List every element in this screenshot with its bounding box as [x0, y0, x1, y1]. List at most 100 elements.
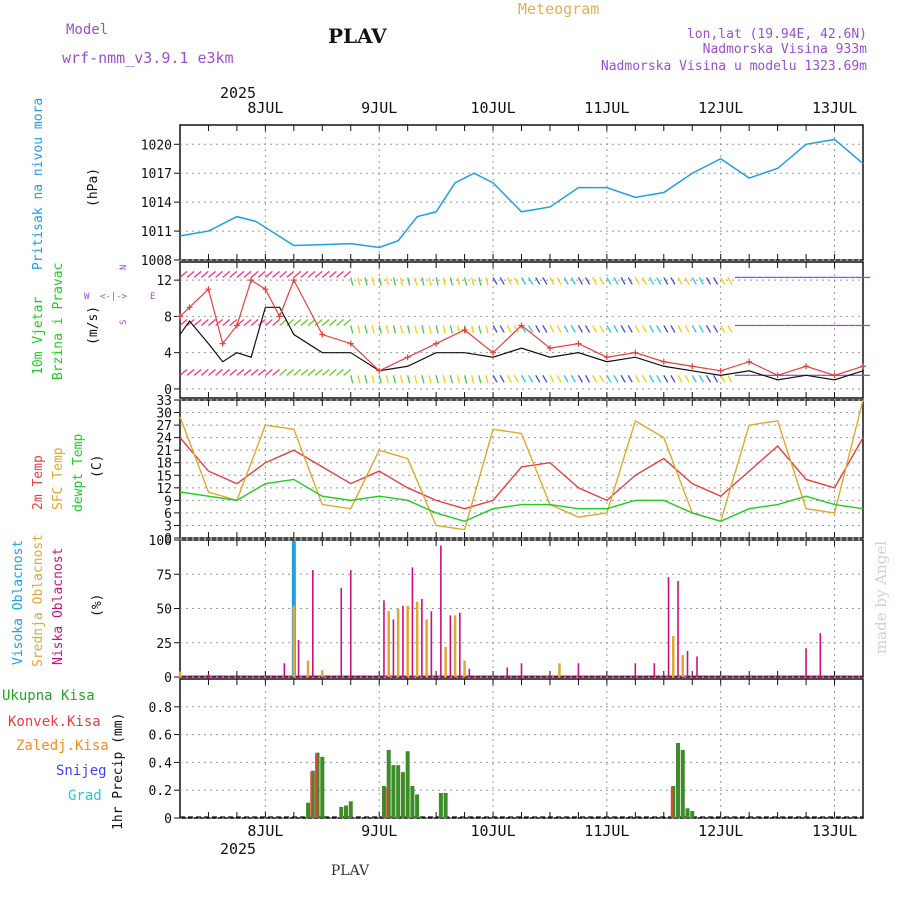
wind-gust-mark [186, 304, 193, 311]
y-tick-label: 0.6 [149, 729, 172, 744]
wind-gust-mark [205, 286, 212, 293]
wind-arrow [428, 375, 432, 384]
low-cloud-bar [653, 663, 656, 677]
footer-station: PLAV [331, 863, 370, 879]
wind-arrow [250, 318, 259, 326]
wind-arrow [478, 277, 482, 286]
wind-arrow [499, 277, 505, 285]
wind-arrow [670, 375, 676, 383]
wind-arrow [478, 375, 482, 384]
wind-arrow [563, 375, 569, 383]
wind-gust-mark [404, 354, 411, 361]
wind-arrow [236, 270, 245, 278]
wind-arrow [229, 318, 238, 326]
wind-arrow [577, 375, 583, 383]
y-tick-label: 21 [156, 444, 172, 459]
wind-gust-mark [632, 349, 639, 356]
wind-arrow [179, 270, 188, 278]
y-tick-label: 0 [164, 671, 172, 686]
wind-arrow [293, 318, 302, 326]
wind-arrow [250, 368, 259, 376]
low-cloud-bar [440, 545, 442, 677]
legend-frozen: Zaledj.Kisa [16, 738, 109, 754]
wind-arrow [336, 318, 344, 326]
wind-arrow [314, 318, 323, 326]
wind-arrow [336, 368, 344, 376]
wind-arrow [399, 325, 404, 334]
wind-gust-mark [603, 354, 610, 361]
wind-gust-mark [233, 322, 240, 329]
wind-arrow [442, 325, 446, 334]
wind-gust-mark [490, 349, 497, 356]
wind-arrow [236, 368, 245, 376]
wind-arrow [371, 277, 375, 286]
wind-arrow [286, 270, 295, 278]
low-cloud-bar [430, 611, 433, 677]
precip-total-bar [320, 756, 325, 818]
low-cloud-bar [283, 663, 286, 677]
wind-arrow [279, 270, 288, 278]
y-tick-label: 25 [156, 637, 172, 652]
wind-arrow [257, 270, 266, 278]
precip-total-bar [690, 811, 695, 818]
low-cloud-bar [677, 581, 679, 677]
wind-arrow [264, 270, 273, 278]
wind-arrow [528, 375, 534, 383]
wind-arrow [243, 368, 252, 376]
low-cloud-bar [696, 656, 698, 677]
wind-arrow [627, 325, 633, 333]
wind-arrow [727, 325, 733, 333]
low-cloud-bar [312, 570, 314, 677]
wind-arrow [456, 277, 461, 286]
wind-arrow [357, 325, 361, 334]
low-cloud-bar [411, 567, 414, 677]
wind-arrow [257, 368, 266, 376]
wind-gust-mark [774, 372, 781, 379]
wind-arrow [407, 325, 411, 334]
mid-cloud-bar [453, 615, 457, 677]
wind-arrow [236, 318, 245, 326]
wind-arrow [542, 277, 548, 285]
wind-arrow [222, 270, 231, 278]
wind-arrow [592, 277, 598, 285]
wind-arrow [570, 375, 576, 383]
compass-S: S [119, 320, 129, 325]
wind-arrow [684, 325, 690, 333]
wind-gust-mark [461, 327, 468, 333]
wind-unit: (m/s) [86, 306, 101, 345]
wind-arrow [485, 375, 489, 384]
wind-arrow [300, 318, 309, 326]
wind-gust-mark [347, 340, 354, 347]
wind-arrow [364, 325, 368, 334]
cloud-title-1: Visoka Oblacnost [11, 540, 26, 665]
wind-compass: N S W E <-|-> [84, 265, 155, 325]
wind-arrow [435, 325, 439, 334]
wind-arrow [279, 318, 288, 326]
year-bottom: 2025 [220, 840, 256, 858]
wind-arrow [499, 375, 505, 383]
wind-arrow [222, 368, 231, 376]
wind-arrow [179, 368, 188, 376]
top-day-label: 12JUL [698, 99, 743, 117]
y-tick-label: 1014 [141, 196, 172, 211]
y-tick-label: 0 [164, 812, 172, 827]
wind-arrow [656, 277, 662, 285]
wind-arrow [634, 325, 640, 333]
wind-gust-mark [860, 363, 866, 370]
cloud-title-2: Srednja Oblacnost [31, 534, 46, 667]
model-altitude-label: Nadmorska Visina u modelu 1323.69m [601, 59, 867, 74]
wind-arrow [670, 325, 676, 333]
wind-arrow [691, 325, 697, 333]
wind-gust-mark [177, 313, 183, 320]
wind-arrow [663, 277, 669, 285]
wind-arrow [456, 375, 461, 384]
wind-arrow [556, 375, 562, 383]
precip-total-bar [396, 765, 401, 818]
precip-total-bar [671, 786, 676, 818]
wind-arrow [634, 375, 640, 383]
wind-arrow [399, 375, 404, 384]
precip-total-bar [443, 792, 448, 818]
